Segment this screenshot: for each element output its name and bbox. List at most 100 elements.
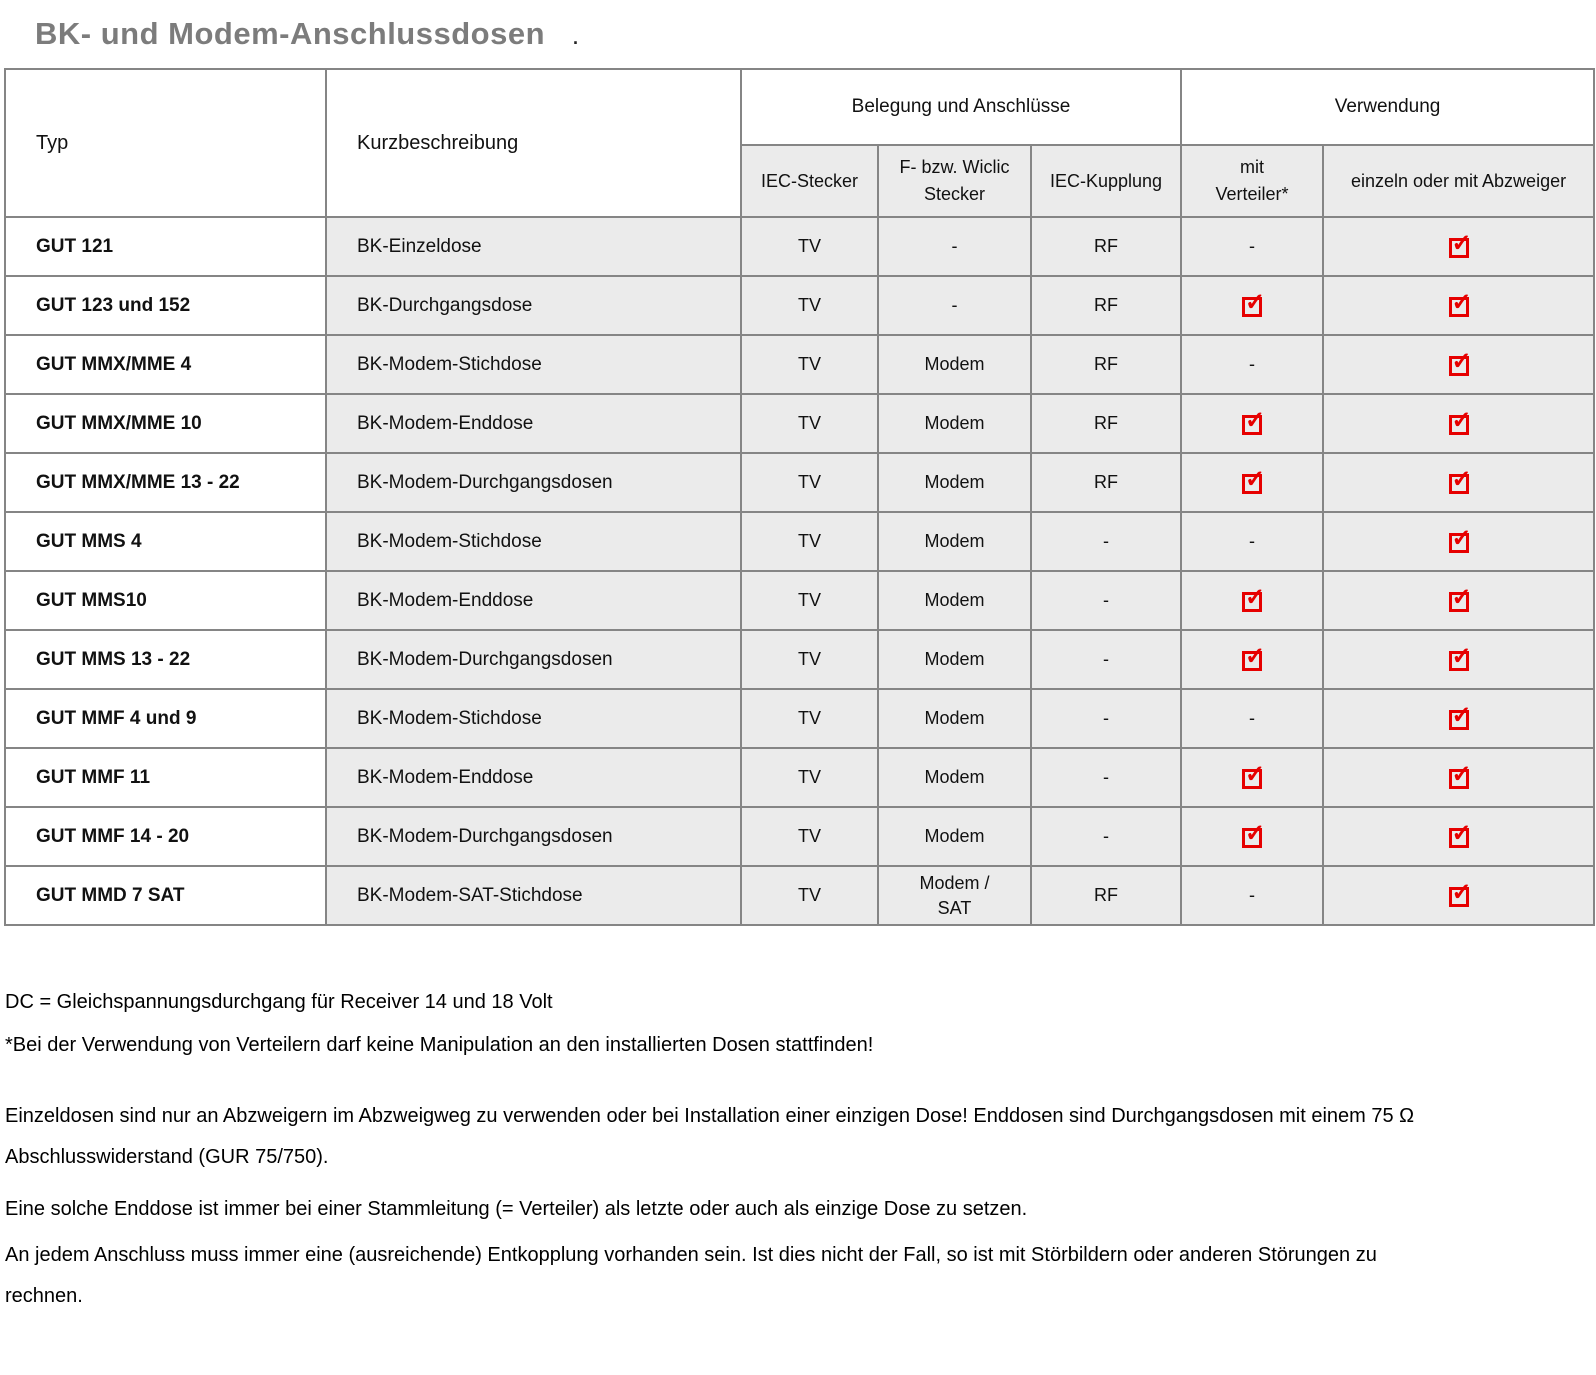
check-mark-icon: ✓: [1451, 229, 1472, 257]
column-group-belegung: Belegung und Anschlüsse: [739, 68, 1183, 146]
table-row: GUT MMS 4 BK-Modem-Stichdose TV Modem - - ✓: [4, 511, 1596, 572]
column-header-f-wiclic-stecker: F- bzw. Wiclic Stecker: [877, 144, 1032, 218]
table-row: GUT MMF 4 und 9 BK-Modem-Stichdose TV Modem…: [4, 688, 1596, 749]
cell-kurzbeschreibung: BK-Modem-Enddose: [325, 570, 742, 631]
cell-f-stecker: -: [877, 216, 1032, 277]
cell-kurzbeschreibung: BK-Modem-Stichdose: [325, 334, 742, 395]
cell-f-stecker: Modem: [877, 629, 1032, 690]
checked-checkbox-icon: ✓: [1448, 703, 1472, 730]
title-trailing-dot: .: [573, 28, 579, 48]
cell-kurzbeschreibung: BK-Modem-Enddose: [325, 747, 742, 808]
check-mark-icon: ✓: [1451, 406, 1472, 434]
column-header-iec-kupplung: IEC-Kupplung: [1029, 144, 1183, 218]
check-mark-icon: ✓: [1245, 642, 1266, 670]
check-mark-icon: ✓: [1451, 288, 1472, 316]
cell-iec-stecker: TV: [740, 688, 879, 749]
checked-checkbox-icon: ✓: [1448, 821, 1472, 848]
cell-einzeln-oder-mit-abzweiger: ✓: [1322, 275, 1596, 336]
cell-kurzbeschreibung: BK-Modem-Stichdose: [325, 511, 742, 572]
cell-f-stecker: Modem: [877, 570, 1032, 631]
table-row: GUT MMX/MME 4 BK-Modem-Stichdose TV Modem RF…: [4, 334, 1596, 395]
cell-iec-stecker: TV: [740, 511, 879, 572]
check-mark-icon: ✓: [1245, 465, 1266, 493]
table-row: GUT MMF 14 - 20 BK-Modem-Durchgangsdosen T…: [4, 806, 1596, 867]
check-mark-icon: ✓: [1451, 760, 1472, 788]
cell-typ: GUT 123 und 152: [4, 275, 327, 336]
table-row: GUT MMF 11 BK-Modem-Enddose TV Modem - ✓ ✓: [4, 747, 1596, 808]
check-mark-icon: ✓: [1451, 642, 1472, 670]
cell-einzeln-oder-mit-abzweiger: ✓: [1322, 570, 1596, 631]
cell-typ: GUT MMS10: [4, 570, 327, 631]
cell-typ: GUT MMD 7 SAT: [4, 865, 327, 926]
cell-kurzbeschreibung: BK-Modem-Durchgangsdosen: [325, 629, 742, 690]
column-group-verwendung: Verwendung: [1180, 68, 1596, 146]
cell-iec-stecker: TV: [740, 393, 879, 454]
checked-checkbox-icon: ✓: [1242, 467, 1265, 494]
table-row: GUT 121 BK-Einzeldose TV - RF - ✓: [4, 216, 1596, 277]
cell-einzeln-oder-mit-abzweiger: ✓: [1322, 393, 1596, 454]
check-mark-icon: ✓: [1245, 288, 1266, 316]
check-mark-icon: ✓: [1245, 406, 1266, 434]
checked-checkbox-icon: ✓: [1242, 585, 1265, 612]
cell-kurzbeschreibung: BK-Modem-SAT-Stichdose: [325, 865, 742, 926]
checked-checkbox-icon: ✓: [1448, 880, 1472, 907]
cell-f-stecker: -: [877, 275, 1032, 336]
checked-checkbox-icon: ✓: [1242, 762, 1265, 789]
checked-checkbox-icon: ✓: [1448, 526, 1472, 553]
table-row: GUT MMD 7 SAT BK-Modem-SAT-Stichdose TV Mod…: [4, 865, 1596, 926]
check-mark-icon: ✓: [1451, 701, 1472, 729]
checked-checkbox-icon: ✓: [1448, 290, 1472, 317]
table-header-sub-row: IEC-Stecker F- bzw. Wiclic Stecker IEC-K…: [5, 144, 1596, 218]
page-title: BK- und Modem-Anschlussdosen: [35, 16, 546, 51]
cell-f-stecker: Modem: [877, 688, 1032, 749]
cell-mit-verteiler: ✓: [1180, 393, 1325, 454]
cell-einzeln-oder-mit-abzweiger: ✓: [1322, 806, 1596, 867]
cell-iec-kupplung: RF: [1029, 865, 1183, 926]
cell-f-stecker: Modem: [877, 747, 1032, 808]
cell-einzeln-oder-mit-abzweiger: ✓: [1322, 629, 1596, 690]
table-header-group-row: Typ Kurzbeschreibung Belegung und Anschl…: [4, 68, 1596, 218]
cell-typ: GUT MMS 13 - 22: [4, 629, 327, 690]
title-row: BK- und Modem-Anschlussdosen .: [0, 0, 1596, 52]
check-mark-icon: ✓: [1451, 878, 1472, 906]
cell-iec-stecker: TV: [740, 747, 879, 808]
cell-mit-verteiler: ✓: [1180, 275, 1325, 336]
cell-mit-verteiler: -: [1180, 865, 1325, 926]
cell-kurzbeschreibung: BK-Durchgangsdose: [325, 275, 742, 336]
column-header-iec-stecker: IEC-Stecker: [740, 144, 879, 218]
note-verteiler-manipulation: *Bei der Verwendung von Verteilern darf …: [5, 1034, 874, 1056]
cell-mit-verteiler: -: [1180, 216, 1325, 277]
cell-kurzbeschreibung: BK-Modem-Durchgangsdosen: [325, 806, 742, 867]
cell-iec-stecker: TV: [740, 570, 879, 631]
table-row: GUT MMS10 BK-Modem-Enddose TV Modem - ✓ ✓: [4, 570, 1596, 631]
column-header-einzeln-oder-mit-abzweiger: einzeln oder mit Abzweiger: [1322, 144, 1596, 218]
column-header-kurzbeschreibung: Kurzbeschreibung: [325, 68, 742, 218]
checked-checkbox-icon: ✓: [1448, 467, 1472, 494]
cell-typ: GUT MMS 4: [4, 511, 327, 572]
cell-typ: GUT 121: [4, 216, 327, 277]
check-mark-icon: ✓: [1451, 524, 1472, 552]
checked-checkbox-icon: ✓: [1448, 585, 1472, 612]
note-dc-gleichspannungsdurchgang: DC = Gleichspannungsdurchgang für Receiv…: [5, 991, 553, 1013]
table-row: GUT MMS 13 - 22 BK-Modem-Durchgangsdosen T…: [4, 629, 1596, 690]
cell-iec-stecker: TV: [740, 865, 879, 926]
checked-checkbox-icon: ✓: [1448, 762, 1472, 789]
cell-f-stecker: Modem: [877, 511, 1032, 572]
anschlussdosen-table: Typ Kurzbeschreibung Belegung und Anschl…: [4, 68, 1596, 926]
cell-iec-kupplung: RF: [1029, 275, 1183, 336]
check-mark-icon: ✓: [1245, 819, 1266, 847]
cell-einzeln-oder-mit-abzweiger: ✓: [1322, 747, 1596, 808]
cell-mit-verteiler: -: [1180, 511, 1325, 572]
cell-mit-verteiler: ✓: [1180, 747, 1325, 808]
note-enddose-stammleitung: Eine solche Enddose ist immer bei einer …: [5, 1198, 1028, 1220]
cell-mit-verteiler: ✓: [1180, 806, 1325, 867]
column-header-mit-verteiler: mit Verteiler*: [1180, 144, 1325, 218]
cell-iec-kupplung: RF: [1029, 452, 1183, 513]
cell-einzeln-oder-mit-abzweiger: ✓: [1322, 688, 1596, 749]
cell-typ: GUT MMX/MME 4: [4, 334, 327, 395]
checked-checkbox-icon: ✓: [1242, 821, 1265, 848]
cell-typ: GUT MMF 11: [4, 747, 327, 808]
cell-iec-kupplung: -: [1029, 806, 1183, 867]
cell-kurzbeschreibung: BK-Modem-Enddose: [325, 393, 742, 454]
